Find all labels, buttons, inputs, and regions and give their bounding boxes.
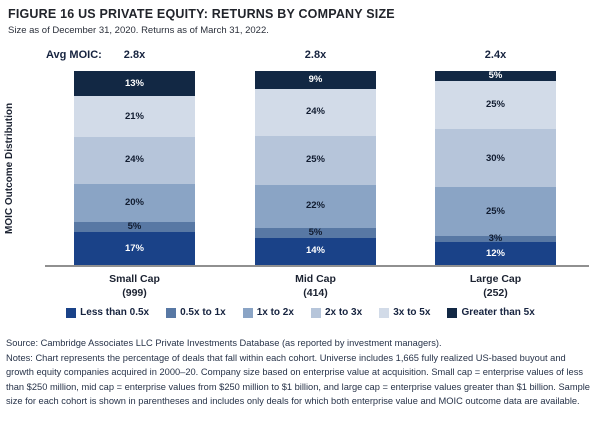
bar-segment: 5% <box>255 226 376 238</box>
segment-value-label: 22% <box>305 200 325 212</box>
bar-segment: 12% <box>435 241 556 265</box>
bar-segment: 25% <box>255 135 376 185</box>
bar-segment: 20% <box>74 183 195 223</box>
bar-segment: 13% <box>74 71 195 97</box>
bar-segment: 14% <box>255 237 376 265</box>
category-name: Small Cap <box>109 273 160 285</box>
category-count: (252) <box>483 287 508 299</box>
segment-value-label: 9% <box>308 74 323 86</box>
cohort-column: 2.4x 5% 25% 30% 25% 3% 12% Large Cap (252) <box>435 45 556 305</box>
footnote-source: Source: Cambridge Associates LLC Private… <box>6 338 442 348</box>
legend-item: Greater than 5x <box>447 307 535 318</box>
bar-segment: 24% <box>74 136 195 184</box>
category-count: (414) <box>303 287 328 299</box>
bar-stack: 13% 21% 24% 20% 5% 17% <box>74 71 195 265</box>
cohort-column: 2.8x 13% 21% 24% 20% 5% 17% Small Cap (999) <box>74 45 195 305</box>
segment-value-label: 25% <box>485 99 505 111</box>
category-count: (999) <box>122 287 147 299</box>
bar-segment: 5% <box>435 71 556 81</box>
bar-segment: 5% <box>74 222 195 232</box>
legend-label: 0.5x to 1x <box>180 307 226 318</box>
figure-subtitle: Size as of December 31, 2020. Returns as… <box>8 25 269 36</box>
bar-segment: 22% <box>255 184 376 228</box>
bar-stack: 5% 25% 30% 25% 3% 12% <box>435 71 556 265</box>
bar-segment: 25% <box>435 187 556 236</box>
segment-value-label: 24% <box>124 154 144 166</box>
legend-label: 3x to 5x <box>393 307 431 318</box>
legend-label: Less than 0.5x <box>80 307 150 318</box>
segment-value-label: 12% <box>485 247 505 259</box>
stacked-bar-chart: Avg MOIC: MOIC Outcome Distribution 2.4x… <box>0 45 601 305</box>
x-axis-line <box>45 265 589 267</box>
avg-moic-value: 2.8x <box>304 49 327 61</box>
legend-label: 1x to 2x <box>256 307 294 318</box>
legend-swatch-icon <box>379 307 390 318</box>
legend-label: Greater than 5x <box>461 307 535 318</box>
avg-moic-value: 2.4x <box>484 49 507 61</box>
footnotes: Source: Cambridge Associates LLC Private… <box>6 336 596 409</box>
segment-value-label: 5% <box>488 70 503 82</box>
category-label: Small Cap (999) <box>74 272 195 300</box>
segment-value-label: 14% <box>305 245 325 257</box>
legend-item: 2x to 3x <box>310 307 363 318</box>
legend-swatch-icon <box>66 307 77 318</box>
segment-value-label: 25% <box>485 205 505 217</box>
legend-item: 0.5x to 1x <box>166 307 226 318</box>
legend-item: 3x to 5x <box>379 307 430 318</box>
legend-label: 2x to 3x <box>324 307 363 318</box>
avg-moic-label: Avg MOIC: <box>46 49 102 61</box>
segment-value-label: 13% <box>124 77 144 89</box>
bar-segment: 30% <box>435 129 556 188</box>
segment-value-label: 24% <box>305 106 325 118</box>
legend-item: Less than 0.5x <box>66 307 149 318</box>
bar-segment: 3% <box>435 233 556 245</box>
legend-item: 1x to 2x <box>242 307 294 318</box>
y-axis-label: MOIC Outcome Distribution <box>4 102 15 234</box>
segment-value-label: 3% <box>488 233 503 245</box>
segment-value-label: 25% <box>305 154 325 166</box>
legend-swatch-icon <box>242 307 253 318</box>
segment-value-label: 30% <box>485 152 505 164</box>
chart-legend: Less than 0.5x 0.5x to 1x 1x to 2x 2x to 3x… <box>0 307 601 318</box>
category-name: Mid Cap <box>295 273 336 285</box>
segment-value-label: 5% <box>308 226 323 238</box>
segment-value-label: 17% <box>124 242 144 254</box>
segment-value-label: 21% <box>124 110 144 122</box>
bar-segment: 25% <box>435 80 556 130</box>
avg-moic-value: 2.8x <box>123 49 146 61</box>
category-label: Large Cap (252) <box>435 272 556 300</box>
legend-swatch-icon <box>310 307 321 318</box>
segment-value-label: 20% <box>124 197 144 209</box>
cohort-column: 2.8x 9% 24% 25% 22% 5% 14% Mid Cap (414) <box>255 45 376 305</box>
legend-swatch-icon <box>166 307 177 318</box>
legend-swatch-icon <box>447 307 458 318</box>
bar-segment: 24% <box>255 88 376 136</box>
footnote-notes: Notes: Chart represents the percentage o… <box>6 352 590 407</box>
bar-segment: 21% <box>74 96 195 137</box>
bar-segment: 9% <box>255 71 376 89</box>
category-name: Large Cap <box>469 273 522 285</box>
bar-segment: 17% <box>74 231 195 265</box>
segment-value-label: 5% <box>127 221 142 233</box>
bar-stack: 9% 24% 25% 22% 5% 14% <box>255 71 376 265</box>
category-label: Mid Cap (414) <box>255 272 376 300</box>
figure-title: FIGURE 16 US PRIVATE EQUITY: RETURNS BY … <box>8 7 395 21</box>
